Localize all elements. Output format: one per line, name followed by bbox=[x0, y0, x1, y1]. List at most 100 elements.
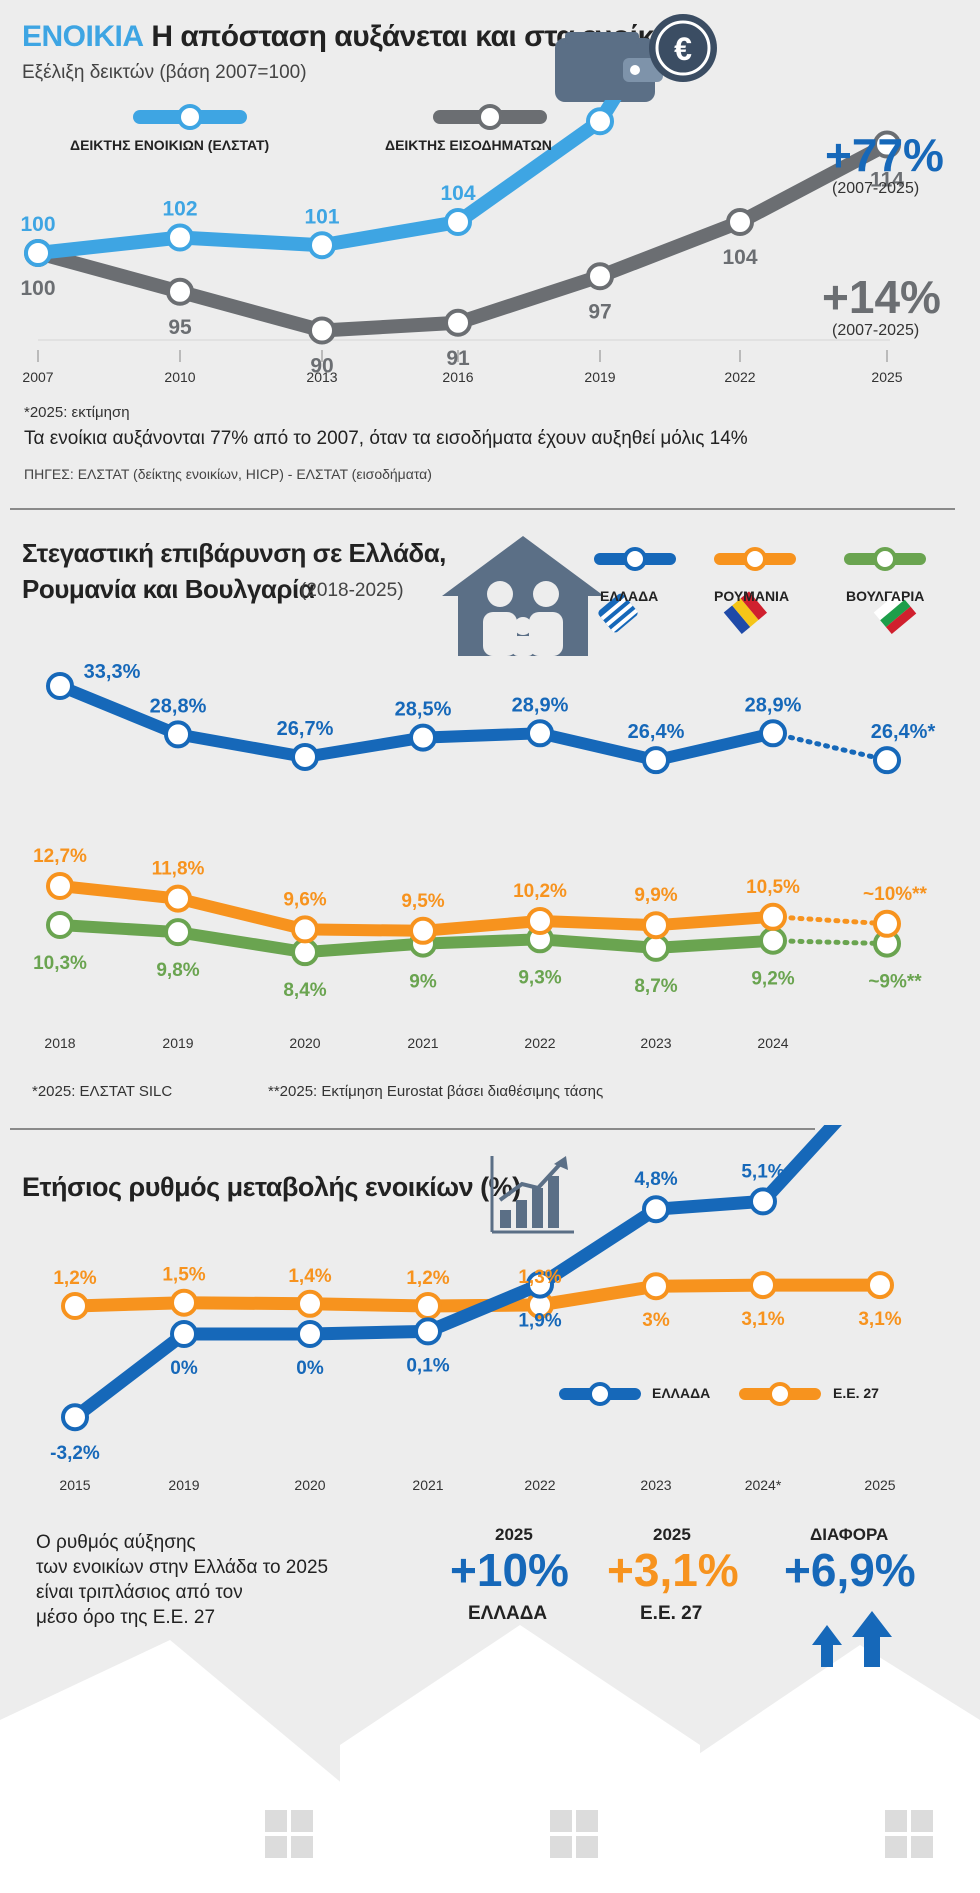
bulgaria-value-label-7: ~9%** bbox=[868, 972, 922, 993]
greece-point-6 bbox=[759, 719, 787, 748]
eu-value-label-2: 1,4% bbox=[288, 1266, 331, 1287]
eu-segment-4 bbox=[533, 1279, 663, 1312]
stat-greece-label: ΕΛΛΑΔΑ bbox=[468, 1603, 548, 1624]
income-value-label-0: 100 bbox=[20, 277, 55, 300]
greece-segment-1 bbox=[172, 728, 311, 763]
greece-rate-value-label-0: -3,2% bbox=[50, 1443, 100, 1464]
stat-eu-value: +3,1% bbox=[607, 1544, 739, 1596]
bulgaria-value-label-3: 9% bbox=[409, 972, 437, 993]
rent-value-label-0: 100 bbox=[20, 213, 55, 236]
greece-rate-segment-2 bbox=[303, 1324, 435, 1341]
eu-point-2 bbox=[296, 1289, 324, 1318]
eu-point-5 bbox=[642, 1272, 670, 1301]
eu-value-label-3: 1,2% bbox=[406, 1268, 449, 1289]
chart2-legend bbox=[594, 547, 926, 635]
income-point-2 bbox=[308, 316, 336, 345]
greece-rate-value-label-5: 4,8% bbox=[634, 1169, 677, 1190]
bulgaria-point-1 bbox=[164, 918, 192, 947]
bulgaria-point-5 bbox=[642, 933, 670, 962]
income-value-label-4: 97 bbox=[588, 300, 611, 323]
page-subtitle: Εξέλιξη δεικτών (βάση 2007=100) bbox=[22, 62, 307, 83]
bulgaria-segment-3 bbox=[417, 933, 546, 950]
romania-value-label-1: 11,8% bbox=[152, 859, 205, 880]
eu-value-label-1: 1,5% bbox=[162, 1265, 205, 1286]
bulgaria-value-label-4: 9,3% bbox=[518, 967, 561, 988]
romania-segment-4 bbox=[534, 915, 662, 932]
bulgaria-point-0 bbox=[46, 911, 74, 939]
rent-value-label-2: 101 bbox=[304, 205, 339, 228]
rent-point-3 bbox=[444, 208, 472, 236]
bulgaria-value-label-0: 10,3% bbox=[33, 953, 87, 974]
stat-diff-label: ΔΙΑΦΟΡΑ bbox=[810, 1525, 889, 1544]
wallet-icon bbox=[555, 32, 663, 102]
greece-value-label-3: 28,5% bbox=[395, 699, 452, 721]
romania-point-5 bbox=[642, 911, 670, 940]
bulgaria-flag-icon bbox=[873, 591, 917, 635]
chart2-x-label-3: 2021 bbox=[407, 1035, 438, 1051]
header-icons: € bbox=[555, 14, 717, 102]
rent-point-1 bbox=[166, 223, 194, 252]
greece-value-label-6: 28,9% bbox=[745, 694, 802, 716]
summary-text: Τα ενοίκια αυξάνονται 77% από το 2007, ό… bbox=[24, 428, 748, 449]
eu-value-label-4: 1,3% bbox=[518, 1267, 561, 1288]
legend-greece-label: ΕΛΛΑΔΑ bbox=[600, 588, 659, 604]
greece-rate-value-label-1: 0% bbox=[170, 1358, 198, 1379]
romania-segment-2 bbox=[299, 923, 429, 937]
romania-value-label-6: 10,5% bbox=[746, 877, 800, 898]
rent-segment-0 bbox=[31, 230, 187, 260]
rent-segment-3 bbox=[451, 114, 607, 229]
romania-point-0 bbox=[46, 872, 74, 900]
chart3-x-label-2: 2020 bbox=[294, 1477, 325, 1493]
greece-point-7 bbox=[873, 746, 901, 775]
eu-point-7 bbox=[866, 1271, 894, 1300]
income-value-label-5: 104 bbox=[722, 246, 757, 269]
eu-segment-0 bbox=[68, 1296, 191, 1313]
legend-eu-rate-label: Ε.Ε. 27 bbox=[833, 1385, 879, 1401]
chart1-x-label-0: 2007 bbox=[22, 369, 53, 385]
bulgaria-value-label-6: 9,2% bbox=[751, 969, 794, 990]
chart3-x-label-6: 2024* bbox=[745, 1477, 782, 1493]
greece-segment-4 bbox=[534, 727, 662, 767]
legend-bulgaria-swatch bbox=[844, 547, 926, 571]
conclusion-line-1: Ο ρυθμός αύξησης bbox=[36, 1532, 196, 1553]
legend-rent-swatch bbox=[133, 104, 247, 130]
greece-point-2 bbox=[291, 742, 319, 771]
bulgaria-segment-1 bbox=[172, 926, 311, 959]
chart2-x-label-1: 2019 bbox=[162, 1035, 193, 1051]
stat-greece-year: 2025 bbox=[495, 1525, 533, 1544]
rent-change-period: (2007-2025) bbox=[832, 180, 920, 197]
eu-segment-1 bbox=[177, 1296, 317, 1311]
greece-segment-3 bbox=[417, 727, 546, 744]
stat-eu-label: Ε.Ε. 27 bbox=[640, 1603, 703, 1624]
greece-point-3 bbox=[409, 723, 437, 752]
sources-text: ΠΗΓΕΣ: ΕΛΣΤΑΤ (δείκτης ενοικίων, HICP) -… bbox=[24, 466, 432, 482]
bulgaria-segment-0 bbox=[54, 919, 184, 939]
greece-value-label-2: 26,7% bbox=[277, 718, 334, 740]
note-greece-silc: *2025: ΕΛΣΤΑΤ SILC bbox=[32, 1083, 173, 1100]
romania-value-label-4: 10,2% bbox=[513, 881, 567, 902]
income-segment-3 bbox=[451, 269, 607, 330]
legend-romania-swatch bbox=[714, 547, 796, 571]
greece-rate-point-0 bbox=[61, 1403, 89, 1432]
greece-value-label-4: 28,9% bbox=[512, 694, 569, 716]
chart2-x-label-4: 2022 bbox=[524, 1035, 555, 1051]
bar-chart-growth-icon bbox=[490, 1156, 574, 1234]
chart1-x-label-6: 2025 bbox=[871, 369, 902, 385]
bulgaria-segment-2 bbox=[299, 937, 429, 959]
greece-rate-point-3 bbox=[414, 1317, 442, 1346]
greece-rate-point-4 bbox=[526, 1270, 554, 1299]
euro-coin-icon: € bbox=[649, 14, 717, 82]
title-keyword: ΕΝΟΙΚΙΑ bbox=[22, 20, 144, 53]
note-estimate: *2025: εκτίμηση bbox=[24, 404, 130, 421]
svg-text:€: € bbox=[674, 31, 692, 67]
legend-eu-rate-swatch bbox=[739, 1382, 821, 1406]
romania-flag-icon bbox=[723, 591, 768, 635]
romania-point-2 bbox=[291, 915, 319, 944]
income-value-label-6: 114 bbox=[870, 169, 904, 192]
greece-value-label-7: 26,4%* bbox=[871, 721, 936, 743]
romania-point-3 bbox=[409, 916, 437, 945]
greece-value-label-1: 28,8% bbox=[150, 695, 207, 717]
conclusion-line-3: είναι τριπλάσιος από τον bbox=[36, 1582, 243, 1603]
greece-flag-icon bbox=[598, 593, 638, 633]
